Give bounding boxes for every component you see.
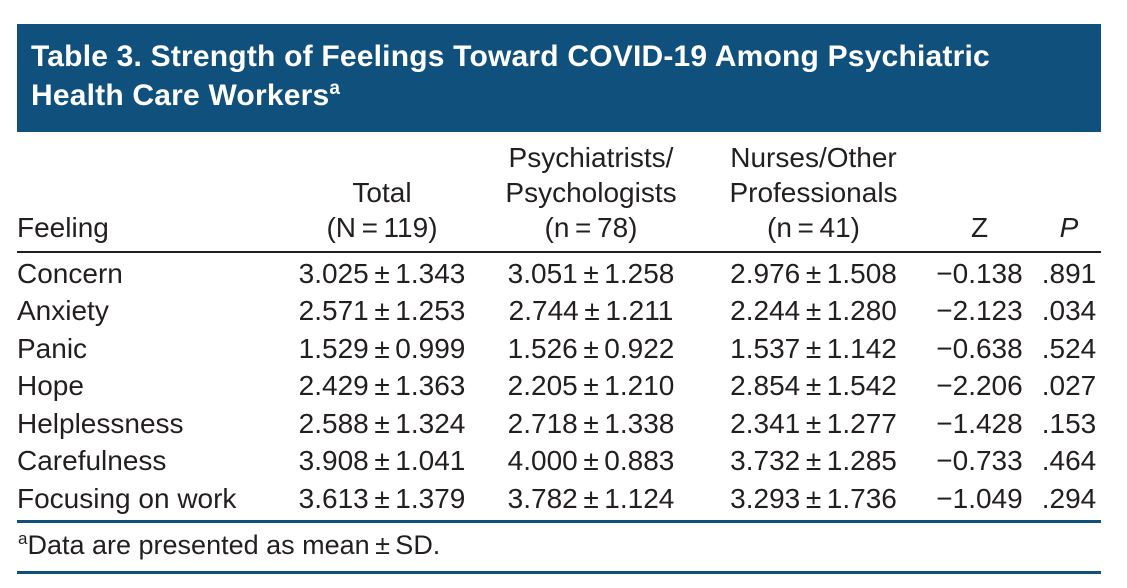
table-title-line-2: Health Care Workers <box>31 79 330 112</box>
cell-psych: 2.718 ± 1.338 <box>507 407 675 439</box>
cell-feeling: Anxiety <box>17 295 109 327</box>
table-footnote: aData are presented as mean ± SD. <box>17 523 1101 571</box>
cell-nurses: 3.732 ± 1.285 <box>730 445 897 477</box>
column-header-p: P <box>1037 210 1101 245</box>
cell-psych: 3.051 ± 1.258 <box>507 257 675 289</box>
cell-nurses: 2.976 ± 1.508 <box>730 257 897 289</box>
cell-total: 2.429 ± 1.363 <box>298 370 466 402</box>
cell-z: −1.049 <box>936 482 1023 514</box>
cell-p: .294 <box>1041 482 1097 514</box>
column-header-z-label: Z <box>970 212 989 243</box>
cell-z: −0.138 <box>936 257 1023 289</box>
cell-total: 3.025 ± 1.343 <box>298 257 466 289</box>
table-row: Concern 3.025 ± 1.343 3.051 ± 1.258 2.97… <box>17 255 1101 293</box>
column-header-nurses-line3: (n = 41) <box>767 212 860 243</box>
table-body: Concern 3.025 ± 1.343 3.051 ± 1.258 2.97… <box>17 253 1101 520</box>
column-header-feeling: Feeling <box>17 210 287 245</box>
column-header-psychiatrists-line2: Psychologists <box>505 177 677 208</box>
cell-nurses: 2.854 ± 1.542 <box>730 370 897 402</box>
cell-feeling: Helplessness <box>17 407 184 439</box>
cell-z: −2.123 <box>936 295 1023 327</box>
column-header-psychiatrists-line3: (n = 78) <box>544 212 638 243</box>
cell-feeling: Carefulness <box>17 445 167 477</box>
cell-p: .034 <box>1041 295 1097 327</box>
table-row: Helplessness 2.588 ± 1.324 2.718 ± 1.338… <box>17 405 1101 443</box>
table-header-row: Feeling Total (N = 119) Psychiatrists/ P… <box>17 132 1101 251</box>
cell-total: 1.529 ± 0.999 <box>298 332 466 364</box>
cell-psych: 3.782 ± 1.124 <box>507 482 675 514</box>
cell-total: 2.588 ± 1.324 <box>298 407 466 439</box>
cell-nurses: 1.537 ± 1.142 <box>730 332 897 364</box>
cell-p: .464 <box>1041 445 1097 477</box>
table-title-bar: Table 3. Strength of Feelings Toward COV… <box>17 24 1101 132</box>
table-row: Carefulness 3.908 ± 1.041 4.000 ± 0.883 … <box>17 443 1101 481</box>
cell-p: .153 <box>1041 407 1097 439</box>
column-header-feeling-label: Feeling <box>17 212 109 243</box>
cell-z: −0.638 <box>936 332 1023 364</box>
column-header-nurses-line2: Professionals <box>729 177 898 208</box>
column-header-total-line2: (N = 119) <box>326 212 438 243</box>
table-row: Focusing on work 3.613 ± 1.379 3.782 ± 1… <box>17 480 1101 518</box>
cell-nurses: 2.244 ± 1.280 <box>730 295 897 327</box>
cell-z: −2.206 <box>936 370 1023 402</box>
footnote-top-rule <box>17 519 1101 523</box>
table-title-line-1: Table 3. Strength of Feelings Toward COV… <box>31 40 990 73</box>
cell-psych: 1.526 ± 0.922 <box>507 332 675 364</box>
footnote-marker: a <box>18 528 28 548</box>
cell-feeling: Focusing on work <box>17 482 237 514</box>
cell-z: −1.428 <box>936 407 1023 439</box>
header-divider-rule <box>17 251 1101 253</box>
cell-feeling: Panic <box>17 332 88 364</box>
column-header-psychiatrists-line1: Psychiatrists/ <box>508 142 674 173</box>
footnote-text: Data are presented as mean ± SD. <box>27 529 441 560</box>
cell-total: 2.571 ± 1.253 <box>298 295 466 327</box>
table-row: Panic 1.529 ± 0.999 1.526 ± 0.922 1.537 … <box>17 330 1101 368</box>
cell-total: 3.613 ± 1.379 <box>298 482 466 514</box>
cell-feeling: Concern <box>17 257 123 289</box>
cell-total: 3.908 ± 1.041 <box>298 445 466 477</box>
cell-z: −0.733 <box>936 445 1023 477</box>
table-3-container: Table 3. Strength of Feelings Toward COV… <box>17 24 1101 574</box>
cell-p: .891 <box>1041 257 1097 289</box>
column-header-psychiatrists: Psychiatrists/ Psychologists (n = 78) <box>477 140 705 245</box>
column-header-nurses: Nurses/Other Professionals (n = 41) <box>705 140 922 245</box>
cell-psych: 2.744 ± 1.211 <box>508 295 674 327</box>
table-title-footnote-marker: a <box>329 78 341 99</box>
column-header-total-line1: Total <box>352 177 412 208</box>
column-header-z: Z <box>922 210 1037 245</box>
column-header-total: Total (N = 119) <box>287 175 477 245</box>
column-header-p-label: P <box>1059 212 1079 243</box>
cell-nurses: 3.293 ± 1.736 <box>730 482 897 514</box>
column-header-nurses-line1: Nurses/Other <box>730 142 897 173</box>
cell-nurses: 2.341 ± 1.277 <box>730 407 897 439</box>
cell-psych: 2.205 ± 1.210 <box>507 370 675 402</box>
cell-psych: 4.000 ± 0.883 <box>507 445 675 477</box>
cell-feeling: Hope <box>17 370 84 402</box>
cell-p: .524 <box>1041 332 1097 364</box>
table-row: Anxiety 2.571 ± 1.253 2.744 ± 1.211 2.24… <box>17 293 1101 331</box>
cell-p: .027 <box>1041 370 1097 402</box>
footnote-bottom-rule <box>17 570 1101 574</box>
table-row: Hope 2.429 ± 1.363 2.205 ± 1.210 2.854 ±… <box>17 368 1101 406</box>
